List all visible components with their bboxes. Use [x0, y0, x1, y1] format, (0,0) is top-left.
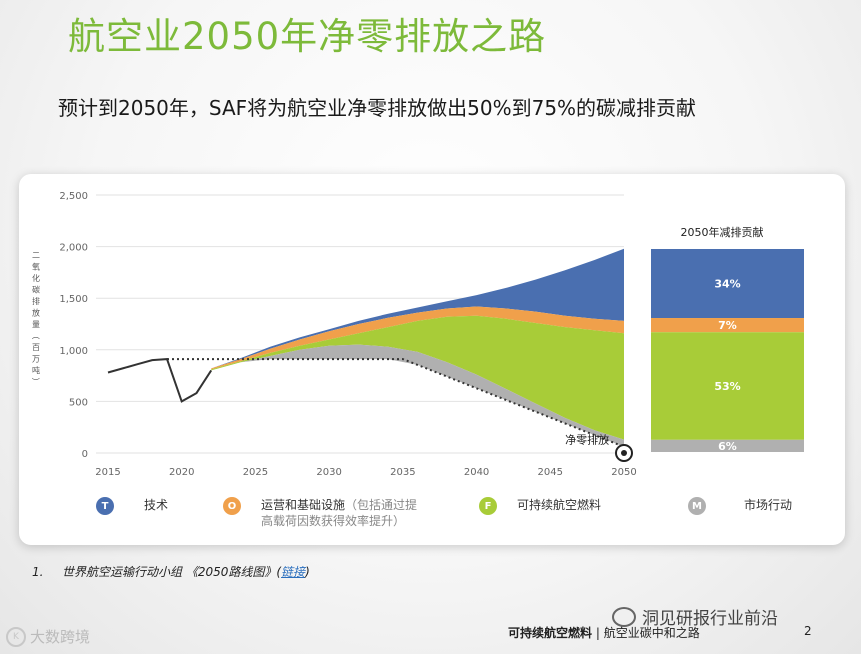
legend-label-operations: 运营和基础设施 — [261, 498, 346, 512]
page-subtitle: 预计到2050年，SAF将为航空业净零排放做出50%到75%的碳减排贡献 — [58, 96, 697, 120]
area-technology — [211, 248, 624, 369]
y-tick-label: 1,000 — [59, 346, 88, 357]
footer-bold: 可持续航空燃料 — [508, 626, 593, 640]
page-title: 航空业2050年净零排放之路 — [68, 15, 547, 58]
footnote: 1. 世界航空运输行动小组 《2050路线图》(链接) — [32, 563, 310, 580]
historical-line — [107, 358, 213, 403]
area-operations — [211, 306, 624, 370]
watermark-left-text: 大数跨境 — [30, 628, 91, 646]
y-tick-label: 2,000 — [59, 243, 88, 254]
target-icon-center — [621, 450, 627, 456]
y-axis-label-char: ） — [31, 378, 40, 386]
legend-marker-m: M — [688, 497, 706, 515]
y-axis-label-char: 氧 — [32, 262, 40, 272]
wechat-icon — [612, 606, 636, 627]
x-tick-label: 2040 — [464, 467, 489, 478]
y-tick-label: 0 — [82, 449, 88, 460]
x-tick-label: 2030 — [316, 467, 341, 478]
y-axis-label-char: 二 — [32, 251, 40, 260]
x-tick-label: 2020 — [169, 467, 194, 478]
y-axis-label-char: 碳 — [32, 285, 40, 295]
footer-text: 可持续航空燃料 | 航空业碳中和之路 — [508, 624, 700, 641]
footnote-close: ) — [305, 565, 310, 579]
net-zero-dotted-line — [167, 358, 625, 448]
legend-note-operations-1: （包括通过提 — [345, 498, 418, 512]
y-tick-label: 500 — [69, 397, 88, 408]
x-tick-label: 2050 — [611, 467, 636, 478]
legend-marker-f: F — [479, 497, 497, 515]
x-tick-label: 2035 — [390, 467, 415, 478]
watermark-right-text: 洞见研报行业前沿 — [642, 609, 778, 629]
y-axis-label-char: 量 — [32, 320, 40, 329]
y-axis-label-char: （ — [31, 332, 40, 340]
x-tick-label: 2015 — [95, 467, 120, 478]
x-tick-label: 2025 — [243, 467, 268, 478]
y-tick-label: 1,500 — [59, 294, 88, 305]
y-tick-label: 2,500 — [59, 191, 88, 202]
y-axis-label-char: 吨 — [32, 365, 40, 375]
legend-label-market: 市场行动 — [744, 498, 793, 512]
y-axis-label-char: 化 — [32, 273, 40, 283]
legend-label-technology: 技术 — [144, 498, 169, 512]
area-saf — [211, 315, 624, 440]
contribution-title: 2050年减排贡献 — [681, 225, 764, 239]
x-tick-label: 2045 — [538, 467, 563, 478]
y-axis-label-char: 排 — [32, 296, 40, 306]
net-zero-label: 净零排放 — [565, 433, 609, 447]
watermark-left: K 大数跨境 — [6, 626, 90, 647]
legend-item-operations: O 运营和基础设施（包括通过提 高载荷因数获得效率提升） — [223, 497, 417, 529]
contribution-segment-1 — [651, 318, 804, 333]
footer-rest: | 航空业碳中和之路 — [592, 626, 700, 640]
watermark-right: 洞见研报行业前沿 — [612, 604, 778, 629]
legend-note-operations-2: 高载荷因数获得效率提升） — [261, 514, 406, 528]
legend-item-technology: T 技术 — [96, 497, 168, 515]
contribution-label-3: 6% — [718, 440, 737, 453]
legend-label-saf: 可持续航空燃料 — [517, 498, 602, 512]
legend-item-market: M 市场行动 — [688, 497, 792, 515]
brand-logo-icon: K — [6, 626, 26, 647]
y-axis-label-char: 万 — [32, 355, 40, 364]
y-axis-label-char: 放 — [32, 308, 40, 318]
footnote-number: 1. — [32, 565, 44, 579]
contribution-label-1: 7% — [718, 319, 737, 332]
footnote-text: 世界航空运输行动小组 《2050路线图》( — [62, 565, 282, 579]
contribution-segment-3 — [651, 439, 804, 452]
legend-marker-o: O — [223, 497, 241, 515]
contribution-segment-0 — [651, 249, 804, 319]
contribution-label-0: 34% — [714, 278, 740, 291]
legend-item-saf: F 可持续航空燃料 — [479, 497, 601, 515]
contribution-segment-2 — [651, 332, 804, 440]
contribution-label-2: 53% — [714, 380, 740, 393]
footnote-link[interactable]: 链接 — [281, 565, 306, 579]
page-number: 2 — [804, 624, 812, 638]
y-axis-label-char: 百 — [32, 343, 40, 352]
legend-marker-t: T — [96, 497, 114, 515]
